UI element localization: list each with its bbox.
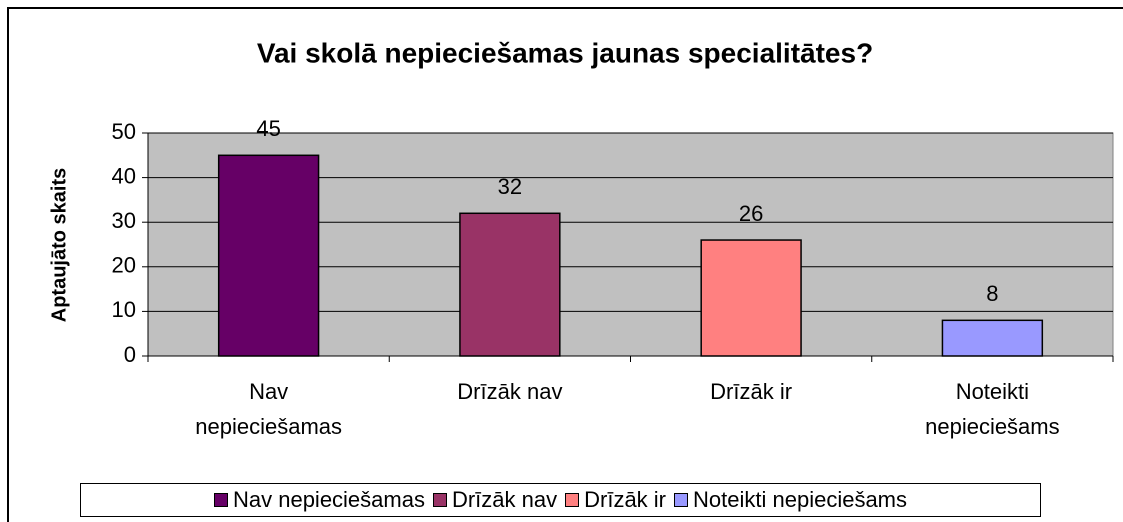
legend-entry: Noteikti nepieciešams [674,487,907,513]
y-axis-title: Aptaujāto skaits [48,168,70,322]
y-tick-label: 40 [112,163,136,188]
legend-swatch [432,493,447,507]
legend-label: Drīzāk nav [451,487,558,512]
legend: Nav nepieciešamas Drīzāk nav Drīzāk ir Note… [80,483,1041,517]
legend-label: Noteikti nepieciešams [693,487,907,512]
x-tick-label: Drīzāk nav [457,379,563,404]
bar [700,239,802,357]
data-label: 8 [986,281,998,306]
data-label: 45 [256,116,280,141]
legend-label: Nav nepieciešamas [232,487,425,512]
legend-entry: Nav nepieciešamas [213,487,425,513]
y-tick-label: 50 [112,119,136,144]
legend-swatch [674,493,689,507]
legend-entry: Drīzāk nav [432,487,558,513]
legend-entry: Drīzāk ir [565,487,666,513]
y-tick-label: 0 [124,342,136,367]
x-tick-label: Noteikti nepieciešams [925,379,1060,439]
legend-swatch [213,493,228,507]
bar [217,154,320,357]
legend-label: Drīzāk ir [584,487,667,512]
chart-title: Vai skolā nepieciešamas jaunas specialit… [257,37,873,68]
y-tick-label: 30 [112,208,136,233]
bar [941,319,1044,357]
x-tick-label: Drīzāk ir [710,379,793,404]
y-tick-label: 10 [112,297,136,322]
y-tick-label: 20 [112,253,136,278]
x-tick-label: Nav nepieciešamas [195,379,342,439]
bar [459,212,561,357]
legend-swatch [565,493,580,507]
data-label: 32 [498,174,522,199]
data-label: 26 [739,201,763,226]
